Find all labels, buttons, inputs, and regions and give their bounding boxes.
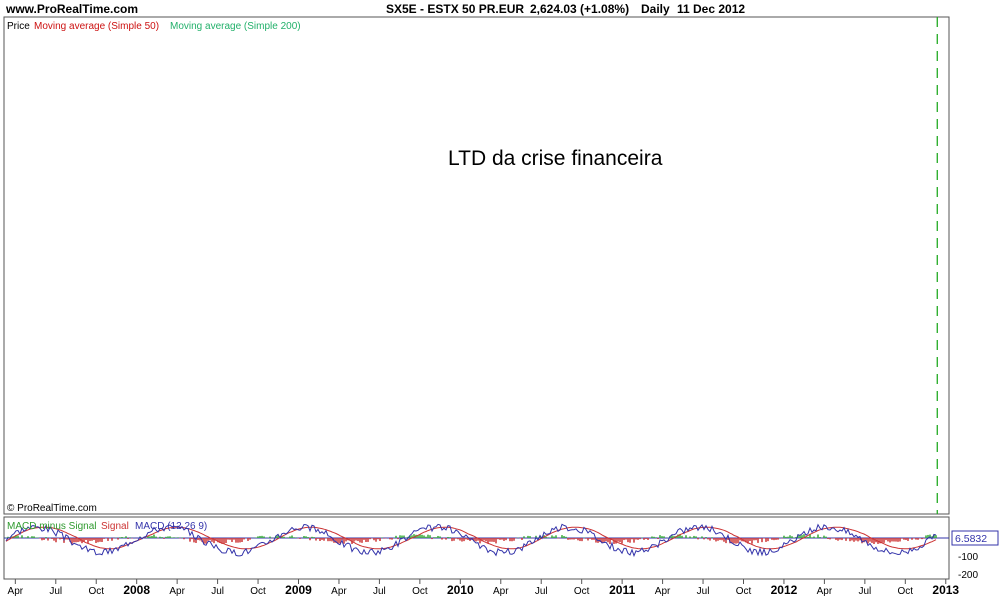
x-tick-label: 2013 (932, 583, 959, 597)
x-tick-label: 2009 (285, 583, 312, 597)
x-tick-label: Jul (697, 586, 710, 597)
x-tick-label: Apr (493, 586, 509, 597)
macd-panel-frame (3, 516, 950, 580)
x-tick-label: 2010 (447, 583, 474, 597)
period-label: Daily (641, 2, 670, 16)
macd-value-box (951, 530, 999, 546)
axes: 4,5004,0003,5003,0002,000AprJulOct2008Ap… (8, 579, 959, 597)
x-tick-label: Apr (169, 586, 185, 597)
x-tick-label: Oct (898, 586, 914, 597)
x-tick-label: 2012 (771, 583, 798, 597)
x-tick-label: Jul (211, 586, 224, 597)
macd-tick-label: -200 (958, 570, 978, 581)
x-tick-label: Jul (49, 586, 62, 597)
x-tick-label: 2008 (123, 583, 150, 597)
x-tick-label: Oct (574, 586, 590, 597)
date-label: 11 Dec 2012 (677, 2, 745, 16)
x-tick-label: Jul (373, 586, 386, 597)
legend-ma50: Moving average (Simple 50) (34, 21, 159, 32)
macd-legend-macd: MACD (12 26 9) (135, 521, 207, 532)
trendline-annotation: LTD da crise financeira (448, 147, 663, 170)
copyright: © ProRealTime.com (7, 503, 97, 514)
macd-tick-label: -100 (958, 552, 978, 563)
x-tick-label: Oct (412, 586, 428, 597)
macd-line (5, 523, 937, 558)
macd-legend-hist: MACD minus Signal (7, 521, 96, 532)
macd-legend-signal: Signal (101, 521, 129, 532)
macd-value-label: 6.5832 (955, 533, 987, 545)
x-tick-label: 2011 (609, 583, 635, 597)
x-tick-label: Apr (8, 586, 24, 597)
x-tick-label: Apr (817, 586, 833, 597)
x-tick-label: Apr (331, 586, 347, 597)
quote-value: 2,624.03 (+1.08%) (530, 2, 629, 16)
x-tick-label: Oct (88, 586, 104, 597)
macd-indicator: -100 -200 6.5832 (4, 523, 999, 581)
x-tick-label: Apr (655, 586, 671, 597)
legend-ma200: Moving average (Simple 200) (170, 21, 301, 32)
instrument-name: SX5E - ESTX 50 PR.EUR (386, 2, 524, 16)
gridlines: 2,605 (936, 17, 938, 514)
x-tick-label: Jul (535, 586, 548, 597)
price-panel-frame (3, 16, 950, 515)
x-tick-label: Oct (250, 586, 266, 597)
site-title[interactable]: www.ProRealTime.com (5, 2, 138, 16)
legend-price: Price (7, 21, 30, 32)
x-tick-label: Jul (858, 586, 871, 597)
x-tick-label: Oct (736, 586, 752, 597)
